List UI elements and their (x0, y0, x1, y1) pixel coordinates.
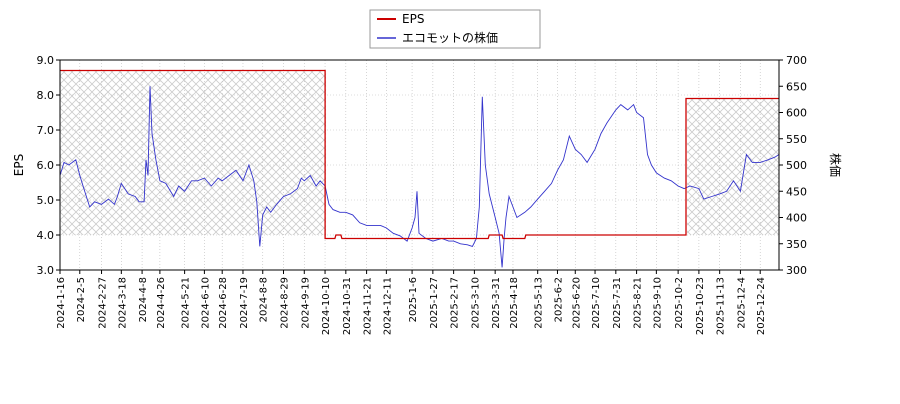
x-tick-label: 2025-10-23 (695, 277, 706, 335)
x-tick-label: 2025-7-10 (591, 277, 602, 329)
x-tick-label: 2025-3-31 (491, 277, 502, 329)
x-tick-label: 2025-8-21 (633, 277, 644, 329)
plot-area (59, 59, 780, 271)
y-tick-label-left: 3.0 (37, 264, 55, 277)
y-axis-right-title: 株価 (828, 153, 843, 177)
y-tick-label-left: 5.0 (37, 194, 55, 207)
y-tick-label-right: 550 (786, 133, 807, 146)
price-line (60, 86, 779, 268)
x-tick-label: 2025-10-2 (674, 277, 685, 329)
x-tick-label: 2024-12-11 (382, 277, 393, 335)
legend-price-label: エコモットの株価 (402, 30, 498, 45)
y-tick-label-right: 650 (786, 80, 807, 93)
x-tick-label: 2025-1-27 (429, 277, 440, 329)
y-tick-label-left: 7.0 (37, 124, 55, 137)
x-tick-label: 2025-12-4 (736, 277, 747, 329)
x-tick-label: 2025-4-18 (509, 277, 520, 329)
x-tick-label: 2024-4-8 (138, 277, 149, 322)
x-tick-label: 2024-8-29 (280, 277, 291, 329)
x-tick-label: 2025-6-20 (571, 277, 582, 329)
x-tick-label: 2024-10-31 (342, 277, 353, 335)
x-tick-label: 2025-2-17 (450, 277, 461, 329)
y-tick-label-right: 600 (786, 107, 807, 120)
y-tick-label-right: 500 (786, 159, 807, 172)
x-tick-label: 2024-3-18 (117, 277, 128, 329)
eps-line (60, 69, 779, 240)
eps-series (60, 69, 779, 240)
x-tick-label: 2024-9-19 (300, 277, 311, 329)
x-tick-label: 2024-6-10 (200, 277, 211, 329)
x-tick-label: 2024-11-21 (363, 277, 374, 335)
y-tick-label-left: 9.0 (37, 54, 55, 67)
y-axis-right: 300 350 400 450 500 550 600 650 700 (779, 54, 807, 277)
x-tick-label: 2025-1-6 (408, 277, 419, 322)
x-tick-label: 2025-3-10 (470, 277, 481, 329)
eps-region-hatch (60, 70, 779, 235)
y-axis-left: 3.0 4.0 5.0 6.0 7.0 8.0 9.0 (37, 54, 60, 277)
x-tick-label: 2024-5-21 (181, 277, 192, 329)
y-tick-label-left: 6.0 (37, 159, 55, 172)
legend-box (369, 9, 541, 49)
eps-region (687, 98, 779, 235)
x-tick-label: 2024-2-27 (98, 277, 109, 329)
x-tick-label: 2025-11-13 (716, 277, 727, 335)
y-tick-label-left: 8.0 (37, 89, 55, 102)
eps-region (60, 70, 327, 235)
x-tick-label: 2025-6-2 (553, 277, 564, 322)
x-tick-label: 2024-7-19 (239, 277, 250, 329)
x-axis: 2024-1-16 2024-2-5 2024-2-27 2024-3-18 2024-… (56, 270, 767, 335)
y-tick-label-right: 300 (786, 264, 807, 277)
x-tick-label: 2025-12-24 (756, 277, 767, 335)
y-tick-label-left: 4.0 (37, 229, 55, 242)
x-tick-label: 2024-4-26 (156, 277, 167, 329)
x-tick-label: 2024-10-10 (321, 277, 332, 335)
legend: EPS エコモットの株価 (369, 9, 541, 49)
x-tick-label: 2025-7-31 (612, 277, 623, 329)
x-tick-label: 2024-1-16 (56, 277, 67, 329)
legend-eps-label: EPS (402, 12, 424, 26)
x-tick-label: 2024-2-5 (76, 277, 87, 322)
y-tick-label-right: 400 (786, 212, 807, 225)
y-tick-label-right: 450 (786, 185, 807, 198)
y-tick-label-right: 700 (786, 54, 807, 67)
x-tick-label: 2025-5-13 (534, 277, 545, 329)
x-tick-label: 2025-9-10 (652, 277, 663, 329)
price-series (60, 86, 779, 268)
x-tick-label: 2024-8-8 (259, 277, 270, 322)
x-tick-label: 2024-6-28 (218, 277, 229, 329)
y-tick-label-right: 350 (786, 238, 807, 251)
y-axis-left-title: EPS (12, 154, 26, 176)
